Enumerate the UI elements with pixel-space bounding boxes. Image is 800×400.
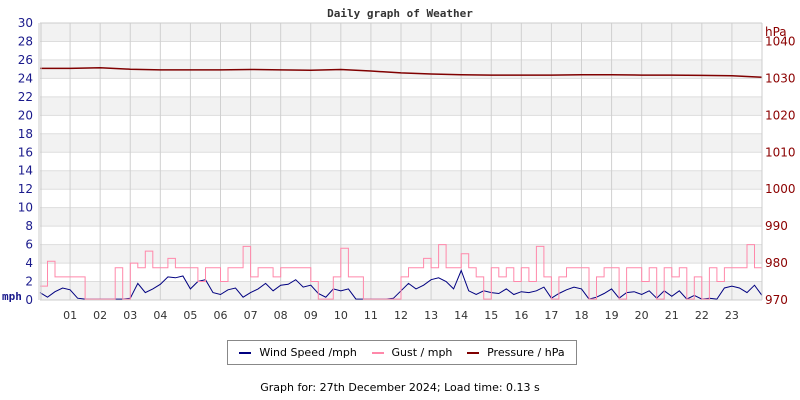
y-tick-left: 20 [18,108,33,122]
x-tick: 14 [454,309,468,322]
chart-title: Daily graph of Weather [327,7,473,20]
y-tick-left: 14 [18,164,33,178]
x-tick: 03 [123,309,137,322]
y-tick-left: 18 [18,127,33,141]
x-tick: 09 [304,309,318,322]
legend-item-wind: Wind Speed /mph [239,346,357,359]
footer-status: Graph for: 27th December 2024; Load time… [260,381,540,394]
y-tick-left: 16 [18,145,33,159]
legend: Wind Speed /mph Gust / mph Pressure / hP… [227,340,577,365]
y-tick-left: 26 [18,53,33,67]
wind-swatch-icon [239,351,252,354]
x-tick: 05 [183,309,197,322]
y-tick-left: 0 [25,293,33,307]
series-line [40,66,763,79]
x-tick: 08 [274,309,288,322]
y-tick-right: 1040 [765,34,796,48]
y-tick-left: 2 [25,275,33,289]
y-tick-left: 4 [25,256,33,270]
y-tick-left: 12 [18,182,33,196]
x-tick: 10 [334,309,348,322]
y-axis-left-unit: mph [2,290,22,303]
y-tick-right: 990 [765,219,788,233]
x-tick: 12 [394,309,408,322]
legend-label-gust: Gust / mph [391,346,453,359]
legend-item-gust: Gust / mph [371,346,453,359]
x-tick: 02 [93,309,107,322]
legend-label-pressure: Pressure / hPa [487,346,565,359]
x-tick: 20 [635,309,649,322]
y-tick-left: 10 [18,201,33,215]
x-tick: 17 [544,309,558,322]
x-tick: 13 [424,309,438,322]
x-tick: 19 [605,309,619,322]
y-tick-right: 980 [765,256,788,270]
x-tick: 23 [725,309,739,322]
series-line [40,244,763,300]
x-tick: 16 [514,309,528,322]
x-tick: 18 [575,309,589,322]
x-tick: 04 [153,309,167,322]
series-lines [39,66,763,300]
pressure-swatch-icon [467,351,480,354]
y-tick-left: 28 [18,34,33,48]
y-tick-right: 1010 [765,145,796,159]
y-axis-right-unit: hPa [765,25,787,39]
legend-label-wind: Wind Speed /mph [259,346,357,359]
y-tick-left: 22 [18,90,33,104]
y-tick-right: 1030 [765,71,796,85]
y-tick-left: 24 [18,71,33,85]
x-tick: 21 [665,309,679,322]
legend-item-pressure: Pressure / hPa [467,346,565,359]
y-tick-right: 1000 [765,182,796,196]
y-tick-right: 970 [765,293,788,307]
x-tick: 06 [214,309,228,322]
x-tick: 22 [695,309,709,322]
y-tick-left: 30 [18,16,33,30]
y-tick-left: 8 [25,219,33,233]
axes: 0246810121416182022242628309709809901000… [18,16,796,322]
y-tick-right: 1020 [765,108,796,122]
x-tick: 11 [364,309,378,322]
x-tick: 07 [244,309,258,322]
x-tick: 01 [63,309,77,322]
y-tick-left: 6 [25,238,33,252]
x-tick: 15 [484,309,498,322]
gust-swatch-icon [371,351,384,354]
